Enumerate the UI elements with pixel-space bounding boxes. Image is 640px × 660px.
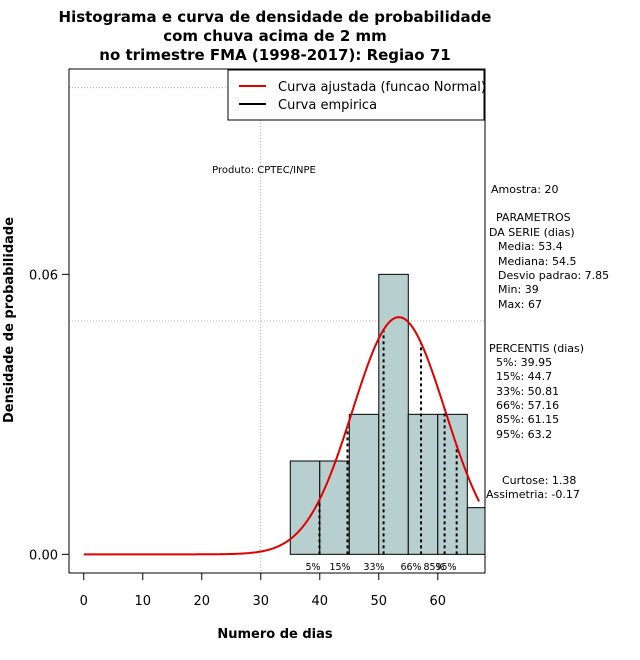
legend-box	[227, 69, 485, 121]
product-label: Produto: CPTEC/INPE	[212, 165, 316, 176]
x-tick-label: 50	[371, 594, 388, 609]
chart-title-line-2: com chuva acima de 2 mm	[163, 27, 387, 45]
stat-p15: 15%: 44.7	[496, 370, 552, 383]
legend-label-empirical: Curva empirica	[278, 98, 377, 113]
y-axis-title: Densidade de probabilidade	[2, 217, 17, 423]
x-tick-label: 20	[193, 594, 210, 609]
percentile-label: 5%	[305, 562, 320, 573]
stat-media: Media: 53.4	[498, 240, 563, 253]
histogram-bar	[407, 413, 439, 555]
percentile-label: 15%	[329, 562, 350, 573]
stat-percentis-title: PERCENTIS (dias)	[489, 342, 584, 355]
side-statistics: Amostra: 20 PARAMETROS DA SERIE (dias) M…	[486, 183, 609, 501]
stat-p95: 95%: 63.2	[496, 428, 552, 441]
histogram-bar	[348, 413, 380, 555]
legend-label-fitted: Curva ajustada (funcao Normal)	[278, 80, 486, 95]
stat-curtose: Curtose: 1.38	[502, 474, 576, 487]
chart-title-line-3: no trimestre FMA (1998-2017): Regiao 71	[99, 46, 450, 64]
x-tick-label: 30	[252, 594, 269, 609]
stat-param-title-1: PARAMETROS	[496, 211, 571, 224]
x-tick-label: 60	[430, 594, 447, 609]
y-axis: 0.00 0.06	[29, 268, 70, 563]
y-tick-label: 0.06	[29, 268, 58, 283]
chart-title-line-1: Histograma e curva de densidade de proba…	[59, 8, 492, 26]
stat-desvio: Desvio padrao: 7.85	[498, 269, 609, 282]
histogram-bars	[289, 273, 486, 555]
x-axis: 0 10 20 30 40 50 60	[80, 572, 447, 609]
stat-p33: 33%: 50.81	[496, 385, 559, 398]
histogram-bar	[437, 413, 468, 555]
percentile-label: 33%	[363, 562, 384, 573]
percentile-label: 66%	[400, 562, 421, 573]
legend: Curva ajustada (funcao Normal) Curva emp…	[227, 69, 486, 121]
stat-mediana: Mediana: 54.5	[498, 255, 576, 268]
stat-p5: 5%: 39.95	[496, 356, 552, 369]
histogram-bar	[319, 460, 350, 555]
stat-assimetria: Assimetria: -0.17	[486, 488, 580, 501]
stat-p85: 85%: 61.15	[496, 413, 559, 426]
stat-max: Max: 67	[498, 298, 542, 311]
histogram-bar	[466, 507, 486, 555]
x-tick-label: 10	[134, 594, 151, 609]
percentile-label: 95%	[435, 562, 456, 573]
normal-curve-line	[83, 316, 480, 556]
x-tick-label: 40	[312, 594, 329, 609]
y-tick-label: 0.00	[29, 548, 58, 563]
x-axis-title: Numero de dias	[217, 627, 333, 642]
stat-amostra: Amostra: 20	[491, 183, 558, 196]
stat-param-title-2: DA SERIE (dias)	[489, 226, 575, 239]
percentile-label: 85%	[423, 562, 444, 573]
stat-p66: 66%: 57.16	[496, 399, 559, 412]
percentile-lines: 5% 15% 33% 66% 85%95%	[305, 329, 458, 573]
stat-min: Min: 39	[498, 283, 539, 296]
x-tick-label: 0	[80, 594, 88, 609]
